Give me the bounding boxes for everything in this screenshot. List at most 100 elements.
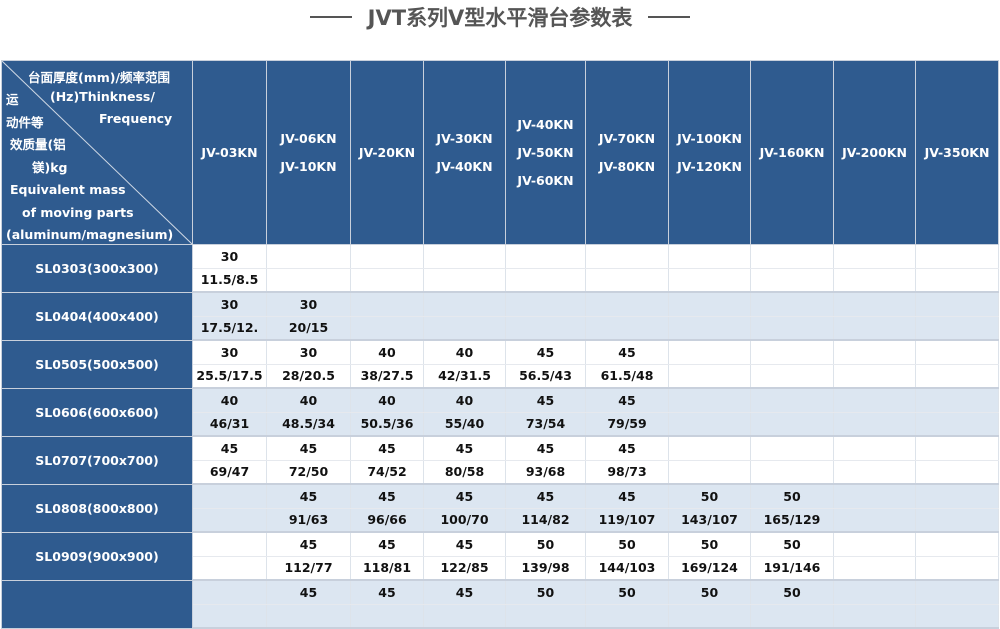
mass-cell <box>423 604 506 629</box>
column-header: JV-200KN <box>833 60 916 245</box>
table-row: 69/47 72/50 74/52 80/58 93/68 98/73 <box>2 460 999 485</box>
mass-cell: 165/129 <box>750 508 834 533</box>
thickness-cell: 45 <box>266 484 351 509</box>
row-label <box>1 579 193 629</box>
thickness-cell <box>192 532 267 557</box>
mass-cell: 119/107 <box>585 508 669 533</box>
corner-left-line: 镁)kg <box>32 159 68 175</box>
thickness-cell: 30 <box>192 340 267 365</box>
mass-cell <box>668 268 751 293</box>
column-header: JV-20KN <box>350 60 424 245</box>
mass-cell: 72/50 <box>266 460 351 485</box>
mass-cell: 28/20.5 <box>266 364 351 389</box>
mass-cell <box>750 460 834 485</box>
thickness-cell: 50 <box>505 532 586 557</box>
column-header: JV-40KN JV-50KN JV-60KN <box>505 60 586 245</box>
thickness-cell: 45 <box>505 340 586 365</box>
mass-cell <box>750 412 834 437</box>
model-name: JV-80KN <box>598 158 656 174</box>
thickness-cell: 40 <box>350 340 424 365</box>
thickness-cell: 40 <box>423 340 506 365</box>
thickness-cell <box>750 388 834 413</box>
corner-header: 台面厚度(mm)/频率范围 (Hz)Thinkness/ Frequency 运… <box>1 60 193 245</box>
thickness-cell: 50 <box>750 580 834 605</box>
mass-cell: 169/124 <box>668 556 751 581</box>
thickness-cell: 40 <box>350 388 424 413</box>
thickness-cell <box>833 436 916 461</box>
header-row: 台面厚度(mm)/频率范围 (Hz)Thinkness/ Frequency 运… <box>1 60 999 245</box>
thickness-cell <box>915 580 999 605</box>
thickness-cell: 50 <box>668 532 751 557</box>
mass-cell: 122/85 <box>423 556 506 581</box>
table-row: 11.5/8.5 <box>2 268 999 293</box>
mass-cell: 55/40 <box>423 412 506 437</box>
mass-cell: 56.5/43 <box>505 364 586 389</box>
mass-cell <box>833 604 916 629</box>
mass-cell: 144/103 <box>585 556 669 581</box>
mass-cell: 38/27.5 <box>350 364 424 389</box>
thickness-cell <box>750 244 834 269</box>
thickness-cell: 50 <box>750 484 834 509</box>
mass-cell <box>505 316 586 341</box>
model-name: JV-03KN <box>201 144 258 160</box>
thickness-cell <box>750 436 834 461</box>
mass-cell <box>915 412 999 437</box>
mass-cell <box>350 316 424 341</box>
thickness-cell: 50 <box>668 484 751 509</box>
thickness-cell <box>266 244 351 269</box>
thickness-cell <box>915 388 999 413</box>
mass-cell: 112/77 <box>266 556 351 581</box>
mass-cell: 118/81 <box>350 556 424 581</box>
parameter-table: 台面厚度(mm)/频率范围 (Hz)Thinkness/ Frequency 运… <box>1 60 999 629</box>
mass-cell <box>668 316 751 341</box>
thickness-cell <box>585 292 669 317</box>
row-label: SL0707(700x700) <box>1 435 193 485</box>
thickness-cell <box>585 244 669 269</box>
mass-cell <box>915 604 999 629</box>
thickness-cell <box>668 436 751 461</box>
thickness-cell <box>833 532 916 557</box>
corner-left-line: 运 <box>6 92 19 107</box>
model-name: JV-40KN <box>436 158 493 174</box>
column-header: JV-70KN JV-80KN <box>585 60 669 245</box>
mass-cell: 114/82 <box>505 508 586 533</box>
mass-cell: 74/52 <box>350 460 424 485</box>
thickness-cell <box>668 340 751 365</box>
mass-cell <box>915 364 999 389</box>
thickness-cell <box>915 436 999 461</box>
mass-cell: 80/58 <box>423 460 506 485</box>
thickness-cell: 50 <box>585 580 669 605</box>
thickness-cell <box>915 532 999 557</box>
thickness-cell <box>750 340 834 365</box>
thickness-cell: 45 <box>266 436 351 461</box>
mass-cell: 79/59 <box>585 412 669 437</box>
mass-cell: 11.5/8.5 <box>192 268 267 293</box>
mass-cell <box>915 268 999 293</box>
thickness-cell <box>350 292 424 317</box>
thickness-cell <box>505 244 586 269</box>
thickness-cell: 50 <box>505 580 586 605</box>
mass-cell <box>423 316 506 341</box>
thickness-cell: 45 <box>585 340 669 365</box>
thickness-cell <box>192 484 267 509</box>
mass-cell: 46/31 <box>192 412 267 437</box>
title-line-right <box>648 16 691 18</box>
thickness-cell <box>350 244 424 269</box>
model-name: JV-60KN <box>517 172 574 188</box>
corner-top-3: Frequency <box>99 111 173 126</box>
corner-left-line: of moving parts <box>22 204 134 220</box>
thickness-cell <box>915 484 999 509</box>
table-row: SL0303(300x300) 30 <box>1 244 999 293</box>
mass-cell <box>585 316 669 341</box>
mass-cell <box>423 268 506 293</box>
table-row: SL0404(400x400) 30 30 <box>1 291 999 341</box>
table-row: SL0909(900x900) 45 45 45 50 50 50 50 <box>1 531 999 581</box>
thickness-cell <box>750 292 834 317</box>
thickness-cell <box>423 244 506 269</box>
mass-cell: 93/68 <box>505 460 586 485</box>
thickness-cell: 30 <box>266 292 351 317</box>
corner-left-line: 动件等 <box>6 114 44 130</box>
thickness-cell <box>833 340 916 365</box>
row-label: SL0606(600x600) <box>1 387 193 437</box>
mass-cell: 42/31.5 <box>423 364 506 389</box>
